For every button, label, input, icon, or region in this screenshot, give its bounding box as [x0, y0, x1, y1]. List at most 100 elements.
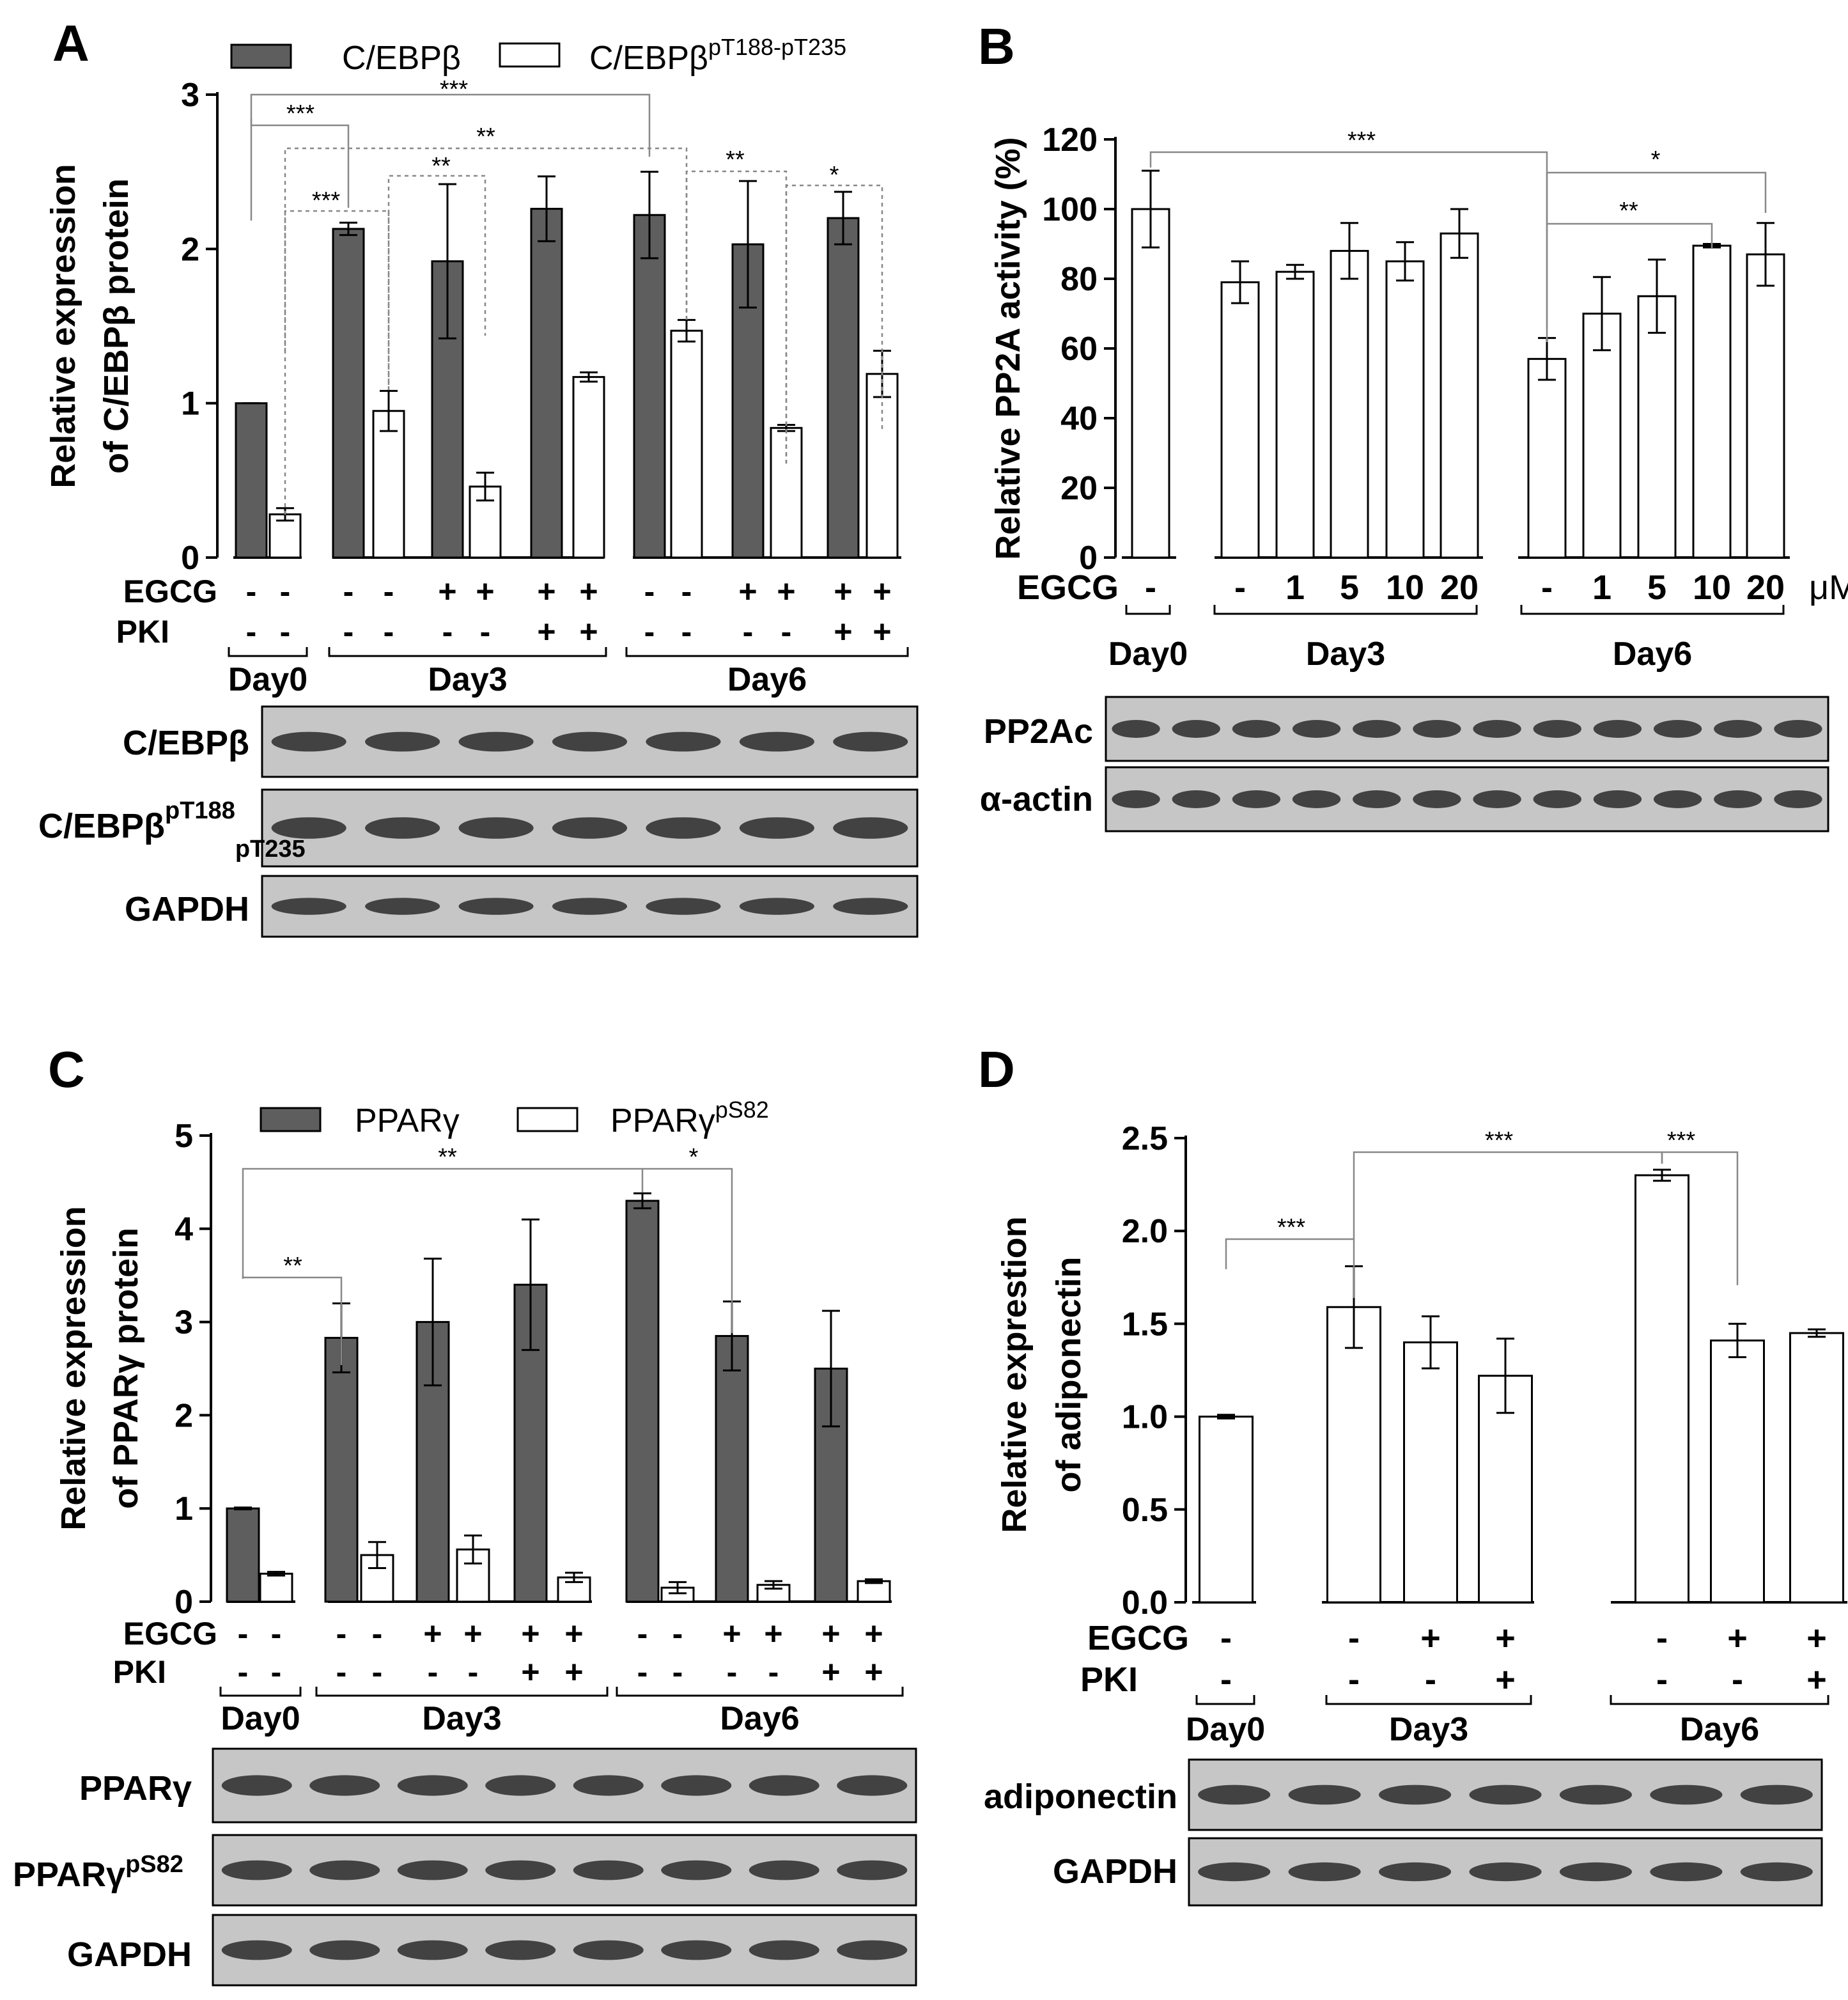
blot-band: [1740, 1862, 1813, 1882]
condition-mark: -: [1348, 1619, 1360, 1657]
blot-band: [1198, 1862, 1271, 1882]
group-label: Day3: [422, 1700, 501, 1737]
y-tick-label: 0.0: [1122, 1584, 1168, 1621]
bar: [1275, 270, 1315, 559]
condition-mark: 1: [1285, 568, 1305, 607]
label-part: pS82: [125, 1851, 183, 1878]
y-axis-label: of adiponectin: [1050, 1257, 1088, 1493]
condition-mark: -: [1656, 1660, 1668, 1699]
bar: [1385, 260, 1425, 559]
significance-star: ***: [1667, 1127, 1696, 1154]
legend-filled-label: C/EBPβ: [342, 40, 461, 77]
condition-mark: -: [644, 574, 655, 609]
blot-band: [1469, 1862, 1542, 1882]
condition-mark: +: [537, 614, 555, 650]
blot-band: [837, 1860, 908, 1880]
y-tick-label: 80: [1060, 261, 1098, 298]
bar: [1527, 357, 1567, 559]
bar: [332, 228, 365, 559]
condition-mark: -: [781, 614, 792, 650]
blot-band: [309, 1775, 380, 1796]
blot-pp2ac: [1105, 696, 1829, 762]
blot-band: [552, 731, 628, 752]
bar: [226, 1507, 260, 1603]
group-label: Day3: [1306, 636, 1385, 673]
blot-band: [749, 1940, 819, 1960]
y-tick-label: 4: [175, 1211, 193, 1248]
blot-band: [458, 731, 534, 752]
blot-band: [1112, 720, 1160, 738]
blot-band: [1740, 1785, 1813, 1805]
blot-band: [1292, 790, 1341, 808]
blot-label: GAPDH: [67, 1935, 192, 1974]
y-tick-label: 2.0: [1122, 1213, 1168, 1250]
condition-mark: +: [873, 614, 891, 650]
label-part: pT235: [235, 836, 306, 863]
condition-mark: -: [1541, 568, 1553, 607]
bar: [1131, 208, 1170, 559]
condition-mark: -: [271, 1616, 282, 1652]
blot-band: [1774, 790, 1822, 808]
group-label: Day0: [228, 661, 307, 698]
panel-letter-a: A: [52, 15, 89, 72]
condition-mark: -: [1656, 1619, 1668, 1657]
condition-mark: -: [1220, 1619, 1232, 1657]
condition-mark: -: [637, 1616, 648, 1652]
group-bracket: [228, 647, 308, 657]
blot-band: [833, 731, 908, 752]
condition-mark: +: [1495, 1660, 1516, 1699]
bar: [324, 1336, 359, 1603]
y-tick-label: 120: [1042, 121, 1098, 159]
condition-mark: +: [579, 574, 598, 609]
significance-bracket: [242, 1276, 343, 1365]
condition-mark: +: [864, 1654, 883, 1690]
panel-letter-b: B: [978, 18, 1015, 75]
blot-band: [1714, 720, 1762, 738]
unit-label: μM: [1809, 568, 1848, 607]
significance-star: ***: [312, 187, 341, 214]
y-tick-label: 40: [1060, 400, 1098, 437]
blot-band: [1650, 1785, 1723, 1805]
blot-band: [661, 1860, 732, 1880]
bar: [235, 402, 268, 559]
blot-band: [1653, 790, 1702, 808]
significance-star: **: [431, 153, 451, 180]
blot-band: [1288, 1862, 1361, 1882]
blot-band: [661, 1940, 732, 1960]
blot-band: [573, 1940, 644, 1960]
condition-mark: -: [246, 574, 257, 609]
group-label: Day6: [727, 661, 807, 698]
condition-mark: -: [336, 1654, 347, 1690]
condition-mark: +: [764, 1616, 782, 1652]
label-part: C/EBPβ: [38, 807, 165, 845]
condition-mark: +: [579, 614, 598, 650]
blot-band: [309, 1860, 380, 1880]
bar: [1330, 249, 1369, 559]
blot-band: [1379, 1862, 1452, 1882]
y-tick-label: 20: [1060, 470, 1098, 507]
blot-band: [646, 898, 721, 915]
condition-mark: -: [768, 1654, 779, 1690]
significance-bracket: [1547, 223, 1713, 248]
condition-mark: 1: [1592, 568, 1611, 607]
blot-band: [365, 817, 440, 839]
condition-mark: +: [821, 1654, 840, 1690]
condition-mark: -: [280, 614, 291, 650]
group-bracket: [1610, 1695, 1829, 1705]
y-tick-label: 3: [181, 77, 199, 114]
condition-mark: +: [476, 574, 494, 609]
significance-bracket: [242, 1168, 644, 1279]
condition-mark: -: [1732, 1660, 1743, 1699]
condition-mark: +: [521, 1654, 540, 1690]
y-tick-label: 1.5: [1122, 1306, 1168, 1343]
bar: [715, 1334, 749, 1603]
y-axis-label: Relative expression: [44, 164, 82, 488]
blot-band: [661, 1775, 732, 1796]
significance-bracket: [642, 1168, 733, 1333]
bar: [625, 1199, 660, 1603]
bar: [866, 373, 899, 559]
label-part: PPARγ: [610, 1102, 715, 1139]
condition-mark: -: [442, 614, 453, 650]
condition-mark: +: [438, 574, 456, 609]
significance-bracket: [387, 175, 486, 390]
